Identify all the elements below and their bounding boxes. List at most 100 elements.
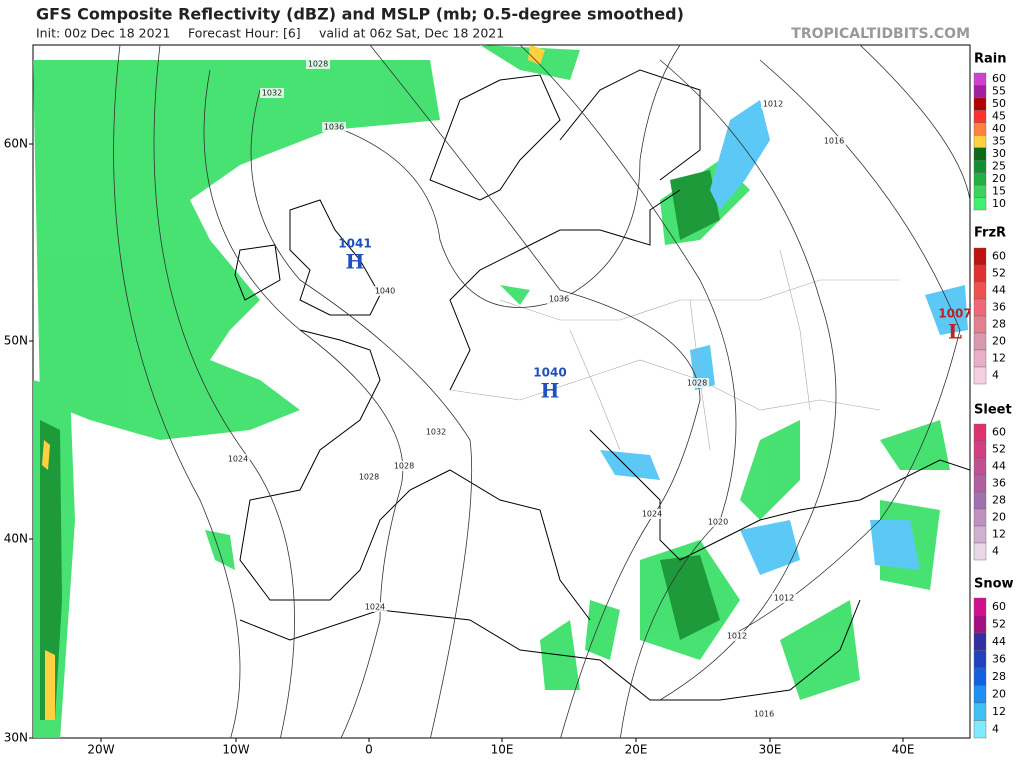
legend-swatch	[973, 122, 987, 136]
legend-title: FrzR	[974, 226, 1006, 241]
legend-swatch	[973, 147, 987, 161]
title: GFS Composite Reflectivity (dBZ) and MSL…	[36, 5, 684, 24]
forecast-hour: Forecast Hour: [6]	[188, 26, 301, 41]
isobar-label-bg	[392, 461, 416, 471]
legend-swatch	[973, 298, 987, 317]
isobar-label-bg	[424, 427, 448, 437]
lon-label: 20W	[87, 743, 114, 757]
precip-rain-heavy	[40, 170, 720, 720]
isobar-label-bg	[363, 602, 387, 612]
isobar-label: 1024	[642, 510, 662, 519]
legend-level: 52	[992, 443, 1006, 456]
legend-level: 60	[992, 600, 1006, 613]
pressure-value: 1040	[533, 366, 566, 380]
isobar-label: 1032	[262, 89, 282, 98]
pressure-symbol: H	[346, 250, 365, 274]
legend-title: Rain	[974, 52, 1007, 67]
legend-level: 40	[992, 122, 1006, 135]
legend-level: 20	[992, 172, 1006, 185]
isobar-label-bg	[772, 593, 796, 603]
legend-level: 12	[992, 352, 1006, 365]
isobar-label-bg	[547, 294, 571, 304]
isobar-label: 1016	[824, 137, 844, 146]
legend-level: 20	[992, 511, 1006, 524]
pressure-value: 1041	[338, 237, 371, 251]
legend-level: 25	[992, 159, 1006, 172]
legend-swatch	[973, 85, 987, 99]
pressure-symbol: H	[541, 379, 560, 403]
isobar-label: 1028	[308, 60, 328, 69]
legend-swatch	[973, 440, 987, 459]
isobar-label-bg	[761, 99, 785, 109]
legend-swatch	[973, 315, 987, 334]
legend-swatch	[973, 474, 987, 493]
isobar-label: 1024	[228, 455, 248, 464]
legend-level: 4	[992, 545, 999, 558]
legend-level: 12	[992, 528, 1006, 541]
legend-swatch	[973, 650, 987, 669]
isobar-label: 1012	[763, 100, 783, 109]
lon-label: 10W	[222, 743, 249, 757]
legend-level: 44	[992, 460, 1006, 473]
isobar-label: 1040	[375, 287, 395, 296]
legend-level: 44	[992, 284, 1006, 297]
pressure-symbol: L	[948, 320, 962, 344]
lon-label: 30E	[759, 743, 782, 757]
lon-label: 0	[365, 743, 373, 757]
borders	[449, 249, 900, 451]
legend-title: Snow	[974, 577, 1014, 592]
legend-swatch	[973, 702, 987, 721]
lon-label: 20E	[625, 743, 648, 757]
legend-swatch	[973, 349, 987, 368]
legend-swatch	[973, 281, 987, 300]
legend-swatch	[973, 667, 987, 686]
legend-title: Sleet	[974, 403, 1012, 418]
legend-level: 20	[992, 335, 1006, 348]
isobar-label: 1036	[549, 295, 569, 304]
legend-level: 28	[992, 494, 1006, 507]
legend-level: 45	[992, 110, 1006, 123]
isobar-label-bg	[640, 509, 664, 519]
legend-level: 50	[992, 97, 1006, 110]
legend-swatch	[973, 172, 987, 186]
legend-level: 4	[992, 369, 999, 382]
legend-swatch	[973, 685, 987, 704]
legend-swatch	[973, 110, 987, 124]
isobar-label-bg	[706, 517, 730, 527]
legend-swatch	[973, 508, 987, 527]
isobar-label-bg	[306, 59, 330, 69]
legend-swatch	[973, 423, 987, 442]
legend-level: 28	[992, 318, 1006, 331]
lon-label: 10E	[491, 743, 514, 757]
precip-rain-intense	[42, 45, 545, 720]
legend-swatch	[973, 72, 987, 86]
legend-swatch	[973, 720, 987, 739]
legend-swatch	[973, 159, 987, 173]
isobar-label: 1032	[426, 428, 446, 437]
pressure-value: 1007	[938, 307, 971, 321]
legend-level: 36	[992, 301, 1006, 314]
map-frame	[32, 44, 971, 739]
legend-level: 60	[992, 72, 1006, 85]
legend-level: 35	[992, 135, 1006, 148]
isobar-label: 1012	[727, 632, 747, 641]
init-time: Init: 00z Dec 18 2021	[36, 26, 170, 41]
legend-swatch	[973, 457, 987, 476]
precip-snow	[600, 100, 968, 575]
legend-swatch	[973, 525, 987, 544]
legend-level: 36	[992, 477, 1006, 490]
lat-label: 40N	[4, 532, 28, 546]
legend-swatch	[973, 491, 987, 510]
legend-swatch	[973, 615, 987, 634]
lat-label: 30N	[4, 731, 28, 745]
legend-level: 52	[992, 267, 1006, 280]
legend-level: 20	[992, 687, 1006, 700]
isobar-label-bg	[725, 631, 749, 641]
isobar-label-bg	[226, 454, 250, 464]
legend-level: 44	[992, 635, 1006, 648]
isobar-label: 1028	[687, 379, 707, 388]
lat-label: 60N	[4, 137, 28, 151]
legend-swatch	[973, 135, 987, 148]
isobar-label: 1020	[708, 518, 728, 527]
